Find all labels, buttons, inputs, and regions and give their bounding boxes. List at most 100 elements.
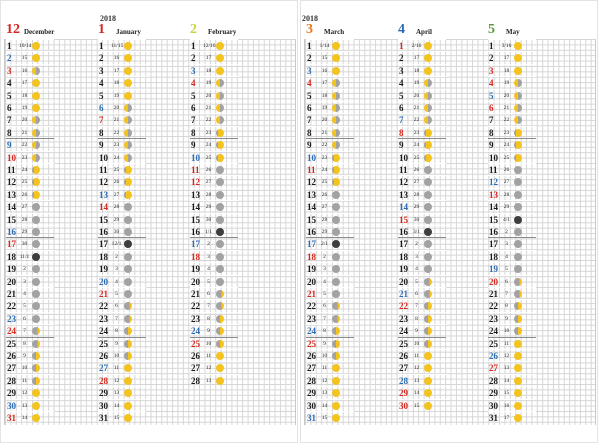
lunar-date: 22: [21, 142, 28, 149]
day-row: 27 12: [190, 361, 238, 374]
lunar-date: 14: [503, 377, 510, 384]
day-number: 23: [307, 313, 316, 324]
day-number: 16: [191, 227, 200, 237]
day-row: 1 2/16: [398, 39, 446, 52]
day-number: 9: [191, 140, 196, 151]
day-row: 12 25: [6, 175, 54, 188]
day-row: 27 12: [398, 361, 446, 374]
day-number: 21: [191, 289, 200, 299]
lunar-date: 12: [503, 353, 510, 359]
day-number: 23: [489, 313, 498, 324]
year-label: 2018: [100, 14, 116, 23]
day-row: 15 30: [398, 212, 446, 226]
day-row: 2 15: [306, 51, 354, 64]
moon-phase-icon: [124, 116, 132, 125]
lunar-date: 2: [505, 229, 508, 235]
day-row: 31 14: [6, 411, 54, 424]
month-name: December: [24, 28, 55, 36]
day-row: 20 4: [98, 274, 146, 288]
lunar-date: 21: [205, 105, 212, 111]
moon-phase-icon: [332, 339, 340, 348]
lunar-date: 28: [21, 216, 28, 223]
day-row: 4 19: [488, 76, 536, 89]
moon-phase-icon: [32, 228, 40, 236]
day-number: 15: [489, 214, 498, 225]
lunar-date: 8: [323, 328, 326, 335]
lunar-date: 21: [21, 129, 28, 136]
lunar-date: 11: [21, 377, 28, 384]
day-row: 15 28: [306, 212, 354, 226]
day-number: 24: [7, 326, 16, 337]
moon-phase-icon: [514, 66, 522, 75]
lunar-date: 27: [113, 191, 120, 198]
day-number: 5: [7, 90, 12, 101]
lunar-date: 28: [113, 204, 120, 211]
day-row: 12 27: [488, 175, 536, 188]
moon-phase-icon: [424, 376, 432, 385]
day-number: 6: [99, 103, 104, 113]
day-number: 6: [489, 103, 494, 113]
moon-phase-icon: [216, 314, 224, 323]
moon-phase-icon: [514, 352, 522, 360]
day-row: 14 27: [6, 200, 54, 213]
moon-phase-icon: [332, 215, 340, 224]
moon-phase-icon: [514, 141, 522, 150]
day-row: 10 24: [98, 150, 146, 164]
year-label: 2018: [302, 14, 318, 23]
day-row: 4 18: [98, 76, 146, 89]
day-row: 26 10: [306, 349, 354, 362]
lunar-date: 17: [321, 80, 328, 87]
lunar-date: 30: [113, 229, 120, 235]
moon-phase-icon: [32, 116, 40, 125]
moon-phase-icon: [216, 240, 224, 249]
moon-phase-icon: [332, 91, 340, 100]
day-row: 14 29: [488, 200, 536, 213]
moon-phase-icon: [514, 414, 522, 422]
day-row: 28 12: [98, 373, 146, 387]
day-row: 16 1/1: [190, 225, 238, 238]
moon-phase-icon: [32, 54, 40, 63]
lunar-date: 5: [505, 266, 508, 273]
day-number: 21: [7, 289, 16, 299]
day-number: 7: [399, 115, 404, 126]
day-number: 14: [7, 202, 16, 213]
day-row: 22 7: [190, 299, 238, 312]
grid-background: [4, 39, 296, 425]
day-number: 6: [399, 103, 404, 113]
day-row: 25 10: [398, 336, 446, 350]
day-row: 11 24: [306, 163, 354, 176]
day-row: 5 18: [6, 88, 54, 102]
moon-phase-icon: [424, 42, 432, 50]
moon-phase-icon: [332, 66, 340, 75]
moon-phase-icon: [424, 215, 432, 224]
grid-background: [304, 39, 596, 425]
lunar-date: 27: [503, 179, 510, 186]
lunar-date: 20: [21, 117, 28, 124]
lunar-date: 29: [503, 204, 510, 211]
day-number: 24: [99, 326, 108, 337]
moon-phase-icon: [332, 116, 340, 125]
day-number: 4: [399, 78, 404, 89]
lunar-date: 11: [503, 340, 510, 347]
lunar-date: 24: [321, 167, 328, 173]
day-row: 6 21: [488, 101, 536, 114]
day-number: 30: [399, 400, 408, 411]
day-row: 26 12: [488, 349, 536, 362]
day-number: 18: [307, 251, 316, 262]
day-row: 23 7: [98, 311, 146, 325]
day-row: 23 8: [398, 311, 446, 325]
day-row: 19 5: [488, 262, 536, 275]
day-row: 13 28: [488, 187, 536, 201]
day-row: 11 26: [190, 163, 238, 176]
lunar-date: 17: [503, 415, 510, 421]
moon-phase-icon: [124, 203, 132, 212]
moon-phase-icon: [124, 178, 132, 187]
moon-phase-icon: [424, 153, 432, 162]
day-row: 2 17: [190, 51, 238, 64]
day-number: 16: [99, 227, 108, 237]
day-number: 2: [307, 53, 312, 64]
day-row: 8 23: [488, 125, 536, 139]
moon-phase-icon: [124, 376, 132, 385]
day-number: 1: [99, 41, 104, 51]
day-number: 17: [7, 239, 16, 250]
